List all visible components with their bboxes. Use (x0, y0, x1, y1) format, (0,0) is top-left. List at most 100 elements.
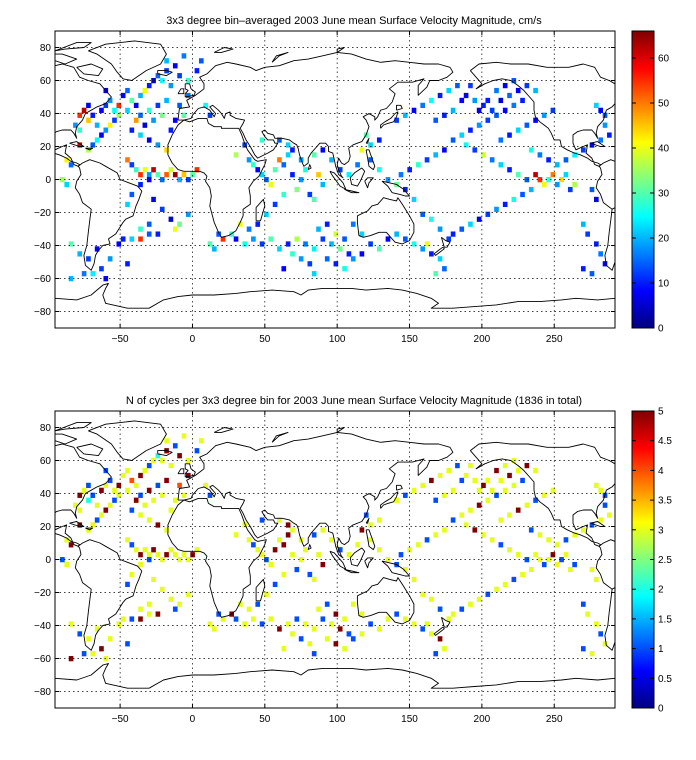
velocity-bin (212, 246, 217, 252)
cycles-ytick-label: 80 (40, 423, 52, 434)
cycles-ytick-label: 40 (40, 489, 52, 500)
cycles-bin (103, 482, 109, 489)
cycles-bin (376, 626, 382, 632)
velocity-bin (164, 58, 169, 64)
cycles-bin (333, 641, 339, 647)
cycles-bin (468, 507, 473, 513)
velocity-ytick-label: 60 (40, 76, 52, 87)
velocity-bin (281, 266, 287, 272)
cycles-bin (168, 462, 174, 469)
velocity-bin (177, 102, 182, 109)
velocity-coastline (595, 166, 615, 210)
velocity-bin (259, 172, 265, 178)
velocity-bin (164, 172, 169, 178)
cycles-bin (120, 616, 126, 622)
cycles-bin (342, 616, 347, 622)
velocity-bin (99, 266, 104, 272)
cycles-bin (403, 616, 408, 622)
cycles-bin (77, 492, 83, 498)
velocity-coastline (167, 117, 267, 238)
velocity-bin (320, 147, 326, 153)
velocity-bin (185, 177, 191, 183)
cycles-coastline (177, 468, 185, 475)
velocity-bin (155, 73, 161, 79)
velocity-bin (416, 162, 421, 168)
velocity-bin (403, 236, 408, 242)
velocity-bin (494, 87, 499, 94)
velocity-bin (368, 157, 373, 163)
velocity-bin (285, 241, 291, 247)
cycles-coastline (365, 517, 370, 524)
cycles-colorbar-label: 1.5 (658, 614, 672, 625)
velocity-coastline (177, 51, 454, 179)
cycles-bin (264, 557, 269, 563)
cycles-colorbar-label: 4 (658, 466, 664, 477)
velocity-bin (290, 172, 295, 178)
velocity-colorbar-frame (631, 30, 655, 329)
velocity-bin (81, 271, 87, 277)
velocity-bin (533, 87, 538, 94)
velocity-bin (515, 127, 521, 133)
cycles-bin (138, 472, 143, 479)
cycles-bin (216, 611, 221, 617)
cycles-bin (594, 482, 599, 489)
cycles-bin (129, 571, 135, 578)
velocity-bin (554, 162, 560, 168)
velocity-bin (138, 112, 143, 118)
velocity-bin (333, 231, 339, 237)
velocity-bin (476, 122, 482, 128)
cycles-bin (511, 482, 517, 489)
cycles-bins (60, 433, 612, 662)
cycles-bin (567, 566, 573, 573)
cycles-bin (77, 507, 83, 513)
velocity-bin (515, 87, 521, 94)
velocity-bin (594, 196, 599, 203)
cycles-bin (177, 601, 182, 607)
velocity-bin (376, 167, 382, 173)
cycles-bin (437, 472, 443, 479)
cycles-bin (86, 482, 91, 489)
cycles-bin (277, 537, 282, 543)
cycles-colorbar-label: 0 (658, 704, 664, 715)
cycles-ytick-label: 0 (45, 555, 51, 566)
cycles-ytick-label: −20 (34, 588, 51, 599)
velocity-bin (485, 97, 491, 104)
velocity-bin (598, 137, 604, 143)
velocity-bin (411, 107, 417, 113)
cycles-bin (463, 522, 469, 528)
cycles-bin (133, 497, 139, 503)
velocity-bin (554, 181, 560, 188)
cycles-bin (146, 601, 152, 607)
cycles-bin (472, 527, 478, 533)
velocity-bin (350, 256, 356, 262)
cycles-bin (64, 561, 70, 568)
cycles-bin (129, 616, 135, 622)
cycles-bin (320, 616, 326, 622)
velocity-bin (259, 241, 265, 247)
cycles-bin (138, 616, 143, 622)
velocity-bin (563, 172, 569, 178)
cycles-bin (394, 611, 399, 617)
cycles-bin (346, 552, 352, 558)
cycles-coastline (604, 589, 615, 651)
velocity-bin (120, 92, 126, 99)
cycles-bin (442, 492, 447, 498)
cycles-bin (194, 448, 200, 454)
cycles-bin (528, 527, 534, 533)
cycles-bin (442, 527, 447, 533)
cycles-bin (494, 467, 499, 474)
velocity-bin (107, 97, 113, 104)
velocity-bin (142, 122, 148, 128)
cycles-bin (502, 581, 508, 588)
velocity-coastline (214, 47, 234, 53)
cycles-coastline (69, 521, 85, 527)
cycles-bin (90, 651, 96, 657)
velocity-bin (277, 246, 282, 252)
cycles-bin (420, 591, 426, 597)
velocity-bin (507, 92, 512, 99)
velocity-bin (498, 97, 504, 104)
velocity-bin (138, 172, 143, 178)
cycles-bin (259, 517, 265, 523)
velocity-bin (433, 117, 439, 123)
velocity-bin (429, 97, 434, 104)
